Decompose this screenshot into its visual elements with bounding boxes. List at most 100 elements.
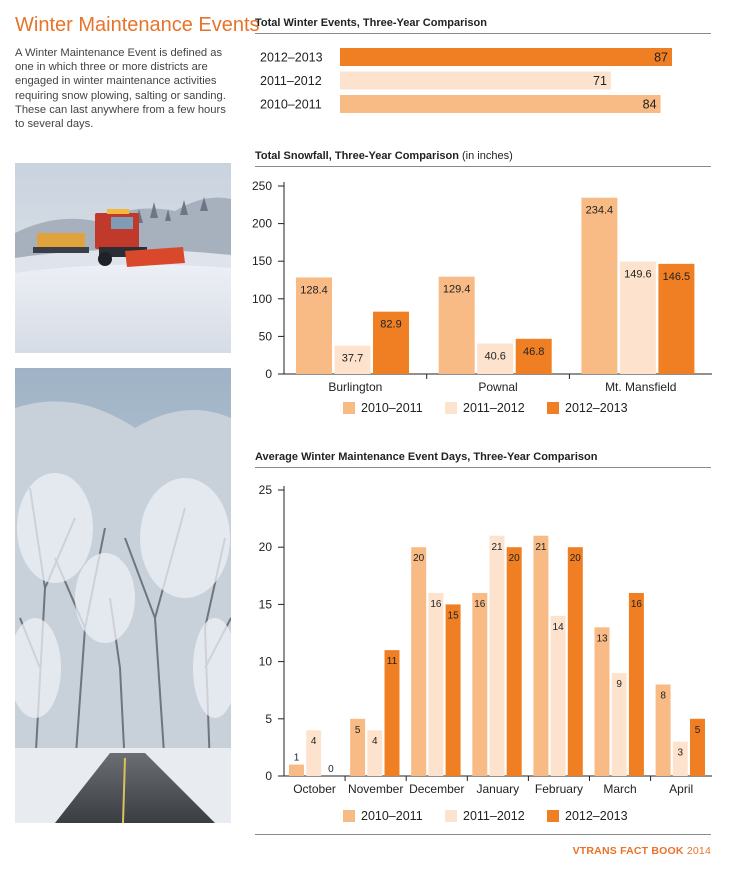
bar-january-2012-2013 xyxy=(506,547,522,776)
value-label-2012-2013: 87 xyxy=(654,51,668,65)
bar-february-2010-2011 xyxy=(533,535,549,776)
value-label-november-2012-2013: 11 xyxy=(387,656,398,667)
page-title: Winter Maintenance Events xyxy=(15,14,260,36)
bar-march-2011-2012 xyxy=(611,673,627,776)
snowplow-photo xyxy=(15,163,231,353)
y-tick-label-100: 100 xyxy=(252,292,272,306)
value-label-january-2010-2011: 16 xyxy=(474,599,486,610)
bar-burlington-2012-2013 xyxy=(373,311,409,374)
y-tick-label-25: 25 xyxy=(259,483,273,497)
legend-label-2010-2011: 2010–2011 xyxy=(361,401,423,415)
bar-january-2010-2011 xyxy=(472,592,488,776)
value-label-2010-2011: 84 xyxy=(643,98,657,112)
y-tick-label-15: 15 xyxy=(259,597,273,611)
value-label-mt-mansfield-2012-2013: 146.5 xyxy=(663,271,691,283)
value-label-november-2011-2012: 4 xyxy=(372,736,378,747)
value-label-mt-mansfield-2011-2012: 149.6 xyxy=(624,269,652,281)
category-label-2011-2012: 2011–2012 xyxy=(260,74,322,88)
y-tick-label-250: 250 xyxy=(252,179,272,193)
value-label-october-2010-2011: 1 xyxy=(294,753,300,764)
category-label-february: February xyxy=(535,782,583,796)
bar-october-2011-2012 xyxy=(306,730,322,776)
y-tick-label-0: 0 xyxy=(265,367,272,381)
bar-april-2010-2011 xyxy=(655,684,671,776)
value-label-october-2012-2013: 0 xyxy=(328,764,334,775)
value-label-march-2011-2012: 9 xyxy=(616,679,622,690)
bar-burlington-2011-2012 xyxy=(334,345,371,374)
icy-trees-photo xyxy=(15,368,231,823)
y-tick-label-20: 20 xyxy=(259,540,273,554)
legend-label-2012-2013: 2012–2013 xyxy=(565,401,628,415)
value-label-2011-2012: 71 xyxy=(593,74,607,88)
bar-february-2012-2013 xyxy=(567,547,583,776)
legend-swatch-2012-2013 xyxy=(547,402,559,414)
value-label-october-2011-2012: 4 xyxy=(311,736,317,747)
legend-swatch-2011-2012 xyxy=(445,402,457,414)
value-label-december-2010-2011: 20 xyxy=(413,553,425,564)
category-label-burlington: Burlington xyxy=(328,380,382,394)
bar-2012-2013 xyxy=(340,48,672,66)
value-label-april-2011-2012: 3 xyxy=(678,748,684,759)
bar-2011-2012 xyxy=(340,71,611,90)
value-label-mt-mansfield-2010-2011: 234.4 xyxy=(586,205,614,217)
bar-october-2010-2011 xyxy=(289,764,304,776)
category-label-january: January xyxy=(476,782,519,796)
value-label-january-2011-2012: 21 xyxy=(491,542,503,553)
chart-title-snowfall-text: Total Snowfall, Three-Year Comparison xyxy=(255,150,459,162)
bar-pownal-2010-2011 xyxy=(438,276,475,374)
y-tick-label-0: 0 xyxy=(265,769,272,783)
value-label-april-2010-2011: 8 xyxy=(660,690,666,701)
legend-swatch-2012-2013 xyxy=(547,810,559,822)
value-label-december-2011-2012: 16 xyxy=(430,599,442,610)
y-tick-label-50: 50 xyxy=(259,329,273,343)
bar-january-2011-2012 xyxy=(489,535,505,776)
bar-november-2010-2011 xyxy=(350,718,366,776)
bar-mt-mansfield-2012-2013 xyxy=(658,263,695,374)
bar-february-2011-2012 xyxy=(550,615,566,776)
legend-label-2011-2012: 2011–2012 xyxy=(463,809,525,823)
value-label-march-2012-2013: 16 xyxy=(631,599,643,610)
bar-pownal-2011-2012 xyxy=(477,343,514,374)
chart-title-snowfall: Total Snowfall, Three-Year Comparison (i… xyxy=(255,150,711,167)
bar-april-2012-2013 xyxy=(690,718,705,776)
bar-december-2011-2012 xyxy=(428,592,444,776)
value-label-april-2012-2013: 5 xyxy=(695,725,701,736)
category-label-december: December xyxy=(409,782,464,796)
bar-2010-2011 xyxy=(340,95,661,113)
bar-december-2010-2011 xyxy=(411,547,427,776)
category-label-november: November xyxy=(348,782,403,796)
bar-burlington-2010-2011 xyxy=(296,277,332,374)
bar-december-2012-2013 xyxy=(445,604,461,776)
bar-november-2012-2013 xyxy=(384,650,400,776)
value-label-pownal-2010-2011: 129.4 xyxy=(443,284,471,296)
value-label-burlington-2010-2011: 128.4 xyxy=(300,284,328,296)
legend-swatch-2011-2012 xyxy=(445,810,457,822)
intro-paragraph: A Winter Maintenance Event is defined as… xyxy=(15,47,226,131)
footer-brand: VTRANS FACT BOOK xyxy=(572,845,684,857)
category-label-april: April xyxy=(669,782,693,796)
value-label-november-2010-2011: 5 xyxy=(355,725,361,736)
legend-swatch-2010-2011 xyxy=(343,810,355,822)
snowfall-chart: 0 50 100 150 200 250 128.4 37.7 82.9 Burlington 12… xyxy=(252,179,712,415)
value-label-pownal-2012-2013: 46.8 xyxy=(523,346,544,358)
value-label-pownal-2011-2012: 40.6 xyxy=(484,350,505,362)
y-tick-label-200: 200 xyxy=(252,217,272,231)
bar-march-2010-2011 xyxy=(594,627,610,776)
y-tick-label-5: 5 xyxy=(265,712,272,726)
category-label-2012-2013: 2012–2013 xyxy=(260,51,323,65)
category-label-pownal: Pownal xyxy=(478,380,517,394)
bar-march-2012-2013 xyxy=(628,592,644,776)
category-label-2010-2011: 2010–2011 xyxy=(260,98,322,112)
legend-label-2011-2012: 2011–2012 xyxy=(463,401,525,415)
chart-title-total-events: Total Winter Events, Three-Year Comparis… xyxy=(255,17,711,34)
event-days-chart: 0510152025140October5411November201615De… xyxy=(259,483,712,823)
category-label-march: March xyxy=(603,782,636,796)
category-label-mt-mansfield: Mt. Mansfield xyxy=(605,380,676,394)
chart-title-snowfall-unit: (in inches) xyxy=(462,150,513,162)
value-label-march-2010-2011: 13 xyxy=(596,633,608,644)
value-label-january-2012-2013: 20 xyxy=(509,553,521,564)
bar-mt-mansfield-2011-2012 xyxy=(619,261,656,374)
footer-divider xyxy=(255,834,711,835)
value-label-february-2011-2012: 14 xyxy=(553,622,565,633)
y-tick-label-10: 10 xyxy=(259,655,273,669)
